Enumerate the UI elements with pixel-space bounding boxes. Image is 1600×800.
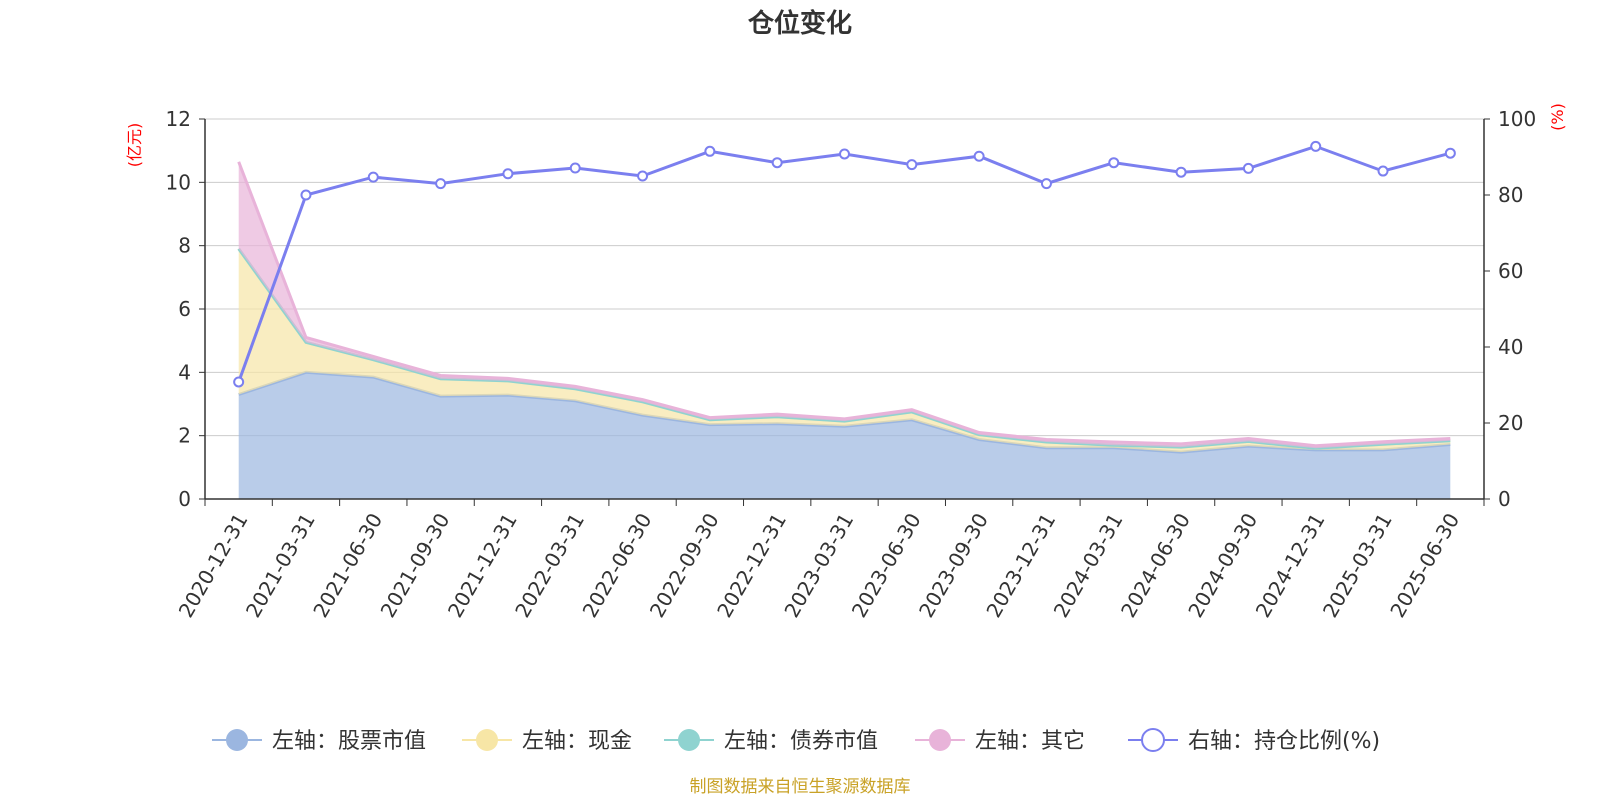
area-edge-左轴：其它 bbox=[237, 161, 1451, 448]
x-tick-label: 2021-06-30 bbox=[308, 509, 387, 622]
x-tick-label: 2022-12-31 bbox=[712, 509, 791, 622]
line-holding-ratio bbox=[237, 144, 1451, 383]
line-point bbox=[502, 168, 514, 180]
x-tick-label: 2020-12-31 bbox=[174, 509, 253, 622]
line-point bbox=[973, 150, 985, 162]
x-tick-label: 2022-06-30 bbox=[578, 509, 657, 622]
right-tick-label: 40 bbox=[1498, 335, 1523, 359]
left-tick-label: 10 bbox=[166, 170, 191, 194]
x-tick-label: 2024-09-30 bbox=[1183, 509, 1262, 622]
x-tick-label: 2025-03-31 bbox=[1318, 509, 1397, 622]
right-tick-label: 100 bbox=[1498, 107, 1536, 131]
right-tick-label: 60 bbox=[1498, 259, 1523, 283]
left-tick-label: 8 bbox=[178, 234, 191, 258]
x-tick-label: 2022-03-31 bbox=[510, 509, 589, 622]
x-tick-label: 2023-06-30 bbox=[847, 509, 926, 622]
legend-swatch-marker bbox=[678, 729, 700, 751]
left-tick-label: 6 bbox=[178, 297, 191, 321]
line-point bbox=[771, 157, 783, 169]
line-point bbox=[1444, 147, 1456, 159]
line-point bbox=[839, 148, 850, 160]
line-point bbox=[233, 376, 245, 388]
left-axis-unit: (亿元) bbox=[125, 123, 144, 168]
x-tick-label: 2023-12-31 bbox=[981, 509, 1060, 622]
x-tick-label: 2021-09-30 bbox=[376, 509, 455, 622]
right-tick-label: 0 bbox=[1498, 487, 1511, 511]
left-tick-label: 0 bbox=[178, 487, 191, 511]
x-tick-label: 2023-03-31 bbox=[779, 509, 858, 622]
x-tick-label: 2022-09-30 bbox=[645, 509, 724, 622]
legend-swatch-marker bbox=[476, 729, 498, 751]
line-point bbox=[637, 170, 649, 182]
line-point bbox=[906, 159, 918, 171]
legend-label: 左轴：现金 bbox=[522, 729, 632, 754]
x-tick-label: 2021-03-31 bbox=[241, 509, 320, 622]
x-tick-label: 2024-03-31 bbox=[1049, 509, 1128, 622]
area-series bbox=[237, 161, 1451, 499]
left-tick-label: 2 bbox=[178, 424, 191, 448]
x-tick-label: 2024-12-31 bbox=[1251, 509, 1330, 622]
legend-swatch-marker bbox=[929, 729, 951, 751]
chart-title: 仓位变化 bbox=[747, 8, 852, 39]
line-point bbox=[1175, 166, 1187, 178]
left-tick-label: 12 bbox=[166, 107, 191, 131]
legend-swatch-marker bbox=[226, 729, 248, 751]
right-tick-label: 20 bbox=[1498, 411, 1523, 435]
line-point bbox=[1310, 140, 1322, 152]
line-point bbox=[1377, 165, 1389, 177]
line-point bbox=[300, 189, 312, 201]
legend-label: 左轴：其它 bbox=[975, 729, 1085, 754]
line-point bbox=[704, 145, 716, 157]
x-tick-label: 2025-06-30 bbox=[1385, 509, 1464, 622]
legend-swatch-marker bbox=[1141, 728, 1165, 752]
x-tick-label: 2021-12-31 bbox=[443, 509, 522, 622]
legend-label: 左轴：债券市值 bbox=[724, 729, 878, 754]
line-series bbox=[233, 140, 1456, 388]
source-note: 制图数据来自恒生聚源数据库 bbox=[690, 777, 911, 797]
left-tick-label: 4 bbox=[178, 360, 191, 384]
line-point bbox=[569, 162, 581, 174]
area-左轴：股票市值 bbox=[238, 372, 1451, 499]
legend-label: 右轴：持仓比例(%) bbox=[1188, 729, 1380, 754]
legend: 左轴：股票市值 左轴：现金 左轴：债券市值 左轴：其它 右轴：持仓比例(%) bbox=[212, 728, 1380, 754]
legend-label: 左轴：股票市值 bbox=[272, 729, 426, 754]
line-point bbox=[1108, 157, 1120, 169]
line-point bbox=[1040, 178, 1052, 190]
x-tick-label: 2023-09-30 bbox=[914, 509, 993, 622]
line-point bbox=[435, 178, 447, 190]
right-axis-unit: (%) bbox=[1548, 103, 1567, 131]
x-tick-label: 2024-06-30 bbox=[1116, 509, 1195, 622]
line-point bbox=[1242, 162, 1254, 174]
right-tick-label: 80 bbox=[1498, 183, 1523, 207]
line-point bbox=[367, 171, 379, 183]
